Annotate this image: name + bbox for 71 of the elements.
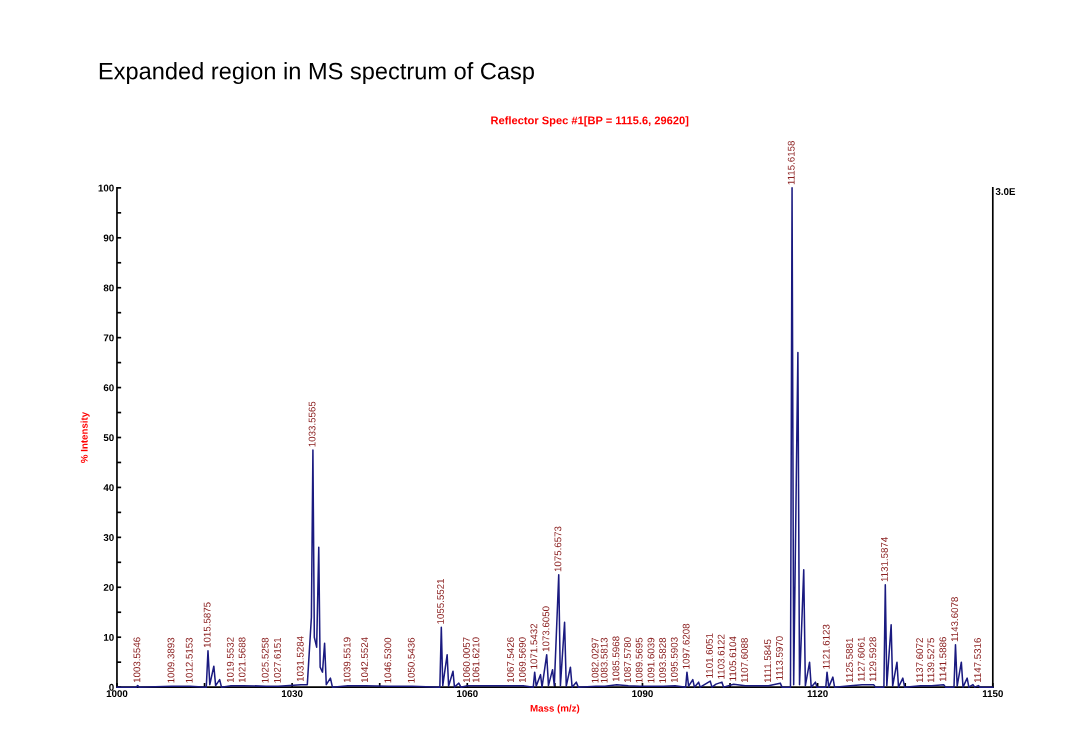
annotation: 1107.6088 — [741, 638, 748, 683]
annotation: 1031.5284 — [296, 636, 304, 682]
annotation: 1139.5275 — [927, 638, 935, 683]
annotation: 1060.0057 — [463, 637, 470, 683]
chart-subtitle: Reflector Spec #1[BP = 1115.6, 29620] — [491, 116, 689, 127]
annotation: 1141.5886 — [939, 637, 947, 682]
annotation: 1021.5688 — [238, 637, 246, 683]
annotation: 1115.6158 — [787, 140, 795, 185]
x-tick-label: 1030 — [281, 690, 303, 698]
annotation: 1091.6039 — [647, 637, 655, 683]
chart-title: Expanded region in MS spectrum of Casp — [99, 62, 534, 85]
x-tick-label: 1090 — [632, 690, 653, 698]
annotation: 1015.5875 — [203, 602, 211, 648]
x-tick-label: 1000 — [106, 690, 128, 698]
annotation: 1147.5316 — [974, 638, 981, 683]
annotation: 1103.6122 — [717, 634, 725, 679]
annotation: 1083.5813 — [600, 637, 608, 683]
x-tick-label: 1150 — [982, 690, 1003, 698]
annotation: 1131.5874 — [881, 537, 888, 582]
annotation: 1061.6210 — [472, 637, 480, 683]
annotation: 1046.5300 — [384, 637, 392, 683]
y-tick-label: 30 — [103, 534, 114, 541]
y-tick-label: 20 — [103, 584, 114, 591]
y-tick-label: 100 — [98, 184, 114, 192]
annotation: 1137.6072 — [916, 638, 924, 683]
annotation: 1121.6123 — [822, 624, 830, 669]
line-series — [116, 187, 994, 688]
annotation: 1127.6061 — [857, 637, 865, 682]
y-tick-label: 0 — [109, 683, 114, 691]
text: 3.0E — [995, 188, 1016, 196]
annotation: 1111.5845 — [764, 639, 772, 683]
annotation: 1025.5258 — [261, 637, 269, 683]
annotation: 1093.5828 — [659, 637, 666, 683]
y-tick-label: 80 — [103, 284, 114, 292]
annotation: 1012.5153 — [185, 637, 193, 683]
annotation: 1009.3893 — [167, 637, 175, 683]
y-tick-label: 70 — [103, 334, 114, 342]
annotation: 1101.6051 — [705, 633, 713, 678]
annotation: 1097.6208 — [682, 623, 690, 669]
y-tick-label: 60 — [103, 384, 114, 392]
y-axis-title: % Intensity — [80, 411, 90, 463]
annotation: 1073.6050 — [542, 606, 550, 652]
annotation: 1085.5968 — [612, 636, 620, 682]
annotation: 1071.5432 — [530, 623, 538, 669]
annotation: 1105.6104 — [729, 636, 737, 681]
annotation: 1125.5881 — [845, 638, 853, 683]
annotation: 1067.5426 — [507, 637, 514, 683]
annotation: 1042.5524 — [361, 637, 369, 683]
x-axis-title: Mass (m/z) — [530, 704, 580, 714]
annotation: 1019.5532 — [226, 637, 234, 683]
annotation: 1129.5928 — [869, 637, 877, 682]
annotation: 1003.5546 — [133, 637, 141, 683]
annotation: 1050.5436 — [407, 637, 415, 683]
y-tick-label: 50 — [103, 434, 114, 442]
annotation: 1075.6573 — [554, 526, 562, 572]
x-tick-label: 1060 — [457, 690, 478, 698]
y-tick-label: 90 — [103, 234, 114, 242]
annotation: 1039.5519 — [343, 637, 351, 683]
x-tick-label: 1120 — [807, 690, 828, 698]
y-tick-label: 10 — [103, 633, 114, 641]
annotation: 1087.5780 — [624, 637, 631, 683]
annotation: 1082.0297 — [591, 637, 599, 683]
annotation: 1095.5903 — [670, 637, 678, 683]
annotation: 1143.6078 — [951, 597, 959, 642]
annotation: 1069.5690 — [518, 637, 526, 683]
y-tick-label: 40 — [103, 484, 114, 492]
annotation: 1033.5565 — [308, 401, 316, 447]
annotation: 1113.5970 — [775, 636, 783, 680]
annotation: 1027.6151 — [273, 637, 281, 683]
annotation: 1055.5521 — [437, 578, 444, 624]
annotation: 1089.5695 — [635, 637, 643, 683]
